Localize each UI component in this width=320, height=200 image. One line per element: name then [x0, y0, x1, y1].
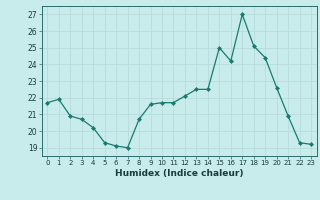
X-axis label: Humidex (Indice chaleur): Humidex (Indice chaleur): [115, 169, 244, 178]
